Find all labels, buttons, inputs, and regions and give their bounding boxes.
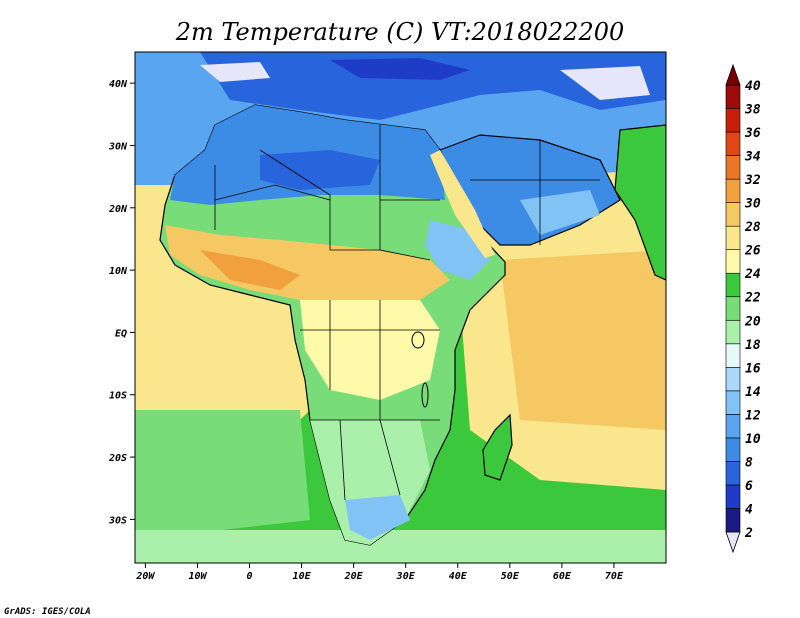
- colorbar-level-label: 32: [744, 173, 761, 188]
- temperature-field: [135, 52, 666, 563]
- central-africa: [300, 300, 440, 400]
- colorbar-segment: [725, 343, 741, 368]
- grads-credit: GrADS: IGES/COLA: [4, 607, 91, 617]
- colorbar-segment: [725, 272, 741, 298]
- colorbar-segment: [725, 249, 741, 274]
- y-tick-label: 30N: [108, 141, 128, 152]
- ethiopian-highlands: [425, 220, 490, 280]
- colorbar-segment: [725, 155, 741, 180]
- x-tick-label: 20W: [135, 571, 155, 582]
- colorbar-segment: [725, 367, 741, 392]
- colorbar-level-label: 30: [744, 197, 761, 212]
- south-africa-cool: [345, 495, 410, 540]
- southern-cool-band: [135, 530, 666, 563]
- x-tick-label: 50E: [501, 571, 520, 582]
- y-tick-label: 10S: [109, 391, 127, 402]
- colorbar-level-label: 18: [745, 338, 761, 353]
- colorbar-segment: [725, 484, 741, 509]
- colorbar-level-label: 4: [745, 502, 753, 517]
- indian-ocean-hot: [500, 250, 666, 430]
- y-axis: 40N 30N 20N 10N EQ 10S 20S 30S: [108, 79, 135, 526]
- y-tick-label: 40N: [109, 79, 128, 90]
- colorbar-segment: [725, 84, 741, 109]
- colorbar-level-label: 16: [745, 361, 761, 376]
- red-sea: [430, 150, 495, 258]
- x-tick-label: 0: [247, 571, 253, 582]
- colorbar-segment: [725, 178, 741, 203]
- x-tick-label: 40E: [449, 571, 468, 582]
- sahara-coldest: [260, 150, 380, 190]
- iberia-frost: [200, 62, 270, 82]
- colorbar-level-label: 40: [745, 79, 761, 94]
- colorbar-level-label: 2: [744, 526, 753, 541]
- x-axis: 20W 10W 0 10E 20E 30E 40E 50E 60E 70E: [135, 563, 624, 582]
- national-borders: [214, 125, 600, 501]
- x-tick-label: 70E: [605, 571, 624, 582]
- lake-victoria: [411, 331, 425, 349]
- figure-title: 2m Temperature (C) VT:2018022200: [175, 18, 625, 46]
- y-tick-label: 20N: [108, 204, 128, 215]
- colorbar-level-label: 28: [744, 220, 761, 235]
- x-tick-label: 10W: [188, 571, 207, 582]
- colorbar-segment: [725, 131, 741, 156]
- colorbar-segment: [725, 461, 741, 486]
- map-panel: [134, 51, 667, 564]
- colorbar-lower-extend: [725, 531, 741, 554]
- y-tick-label: EQ: [115, 328, 127, 339]
- colorbar-upper-extend: [725, 63, 741, 86]
- colorbar-segment: [725, 108, 741, 133]
- europe-cold: [200, 52, 666, 120]
- colorbar-level-label: 6: [745, 479, 753, 494]
- colorbar-level-label: 8: [745, 455, 753, 470]
- x-tick-label: 10E: [293, 571, 312, 582]
- anatolia-frost: [560, 66, 650, 100]
- madagascar: [482, 413, 513, 481]
- lake-tanganyika: [421, 382, 429, 408]
- colorbar-segment: [725, 437, 741, 462]
- colorbar-segment: [725, 414, 741, 439]
- colorbar-level-label: 12: [745, 408, 761, 423]
- colorbar-level-label: 34: [744, 150, 761, 165]
- colorbar-level-label: 26: [744, 244, 761, 259]
- y-tick-label: 30S: [108, 515, 127, 526]
- x-tick-label: 60E: [553, 571, 572, 582]
- colorbar-segment: [725, 390, 741, 415]
- colorbar-level-label: 38: [744, 103, 761, 118]
- sahel-hot: [200, 250, 300, 290]
- x-tick-label: 30E: [396, 571, 416, 582]
- colorbar-level-label: 10: [745, 432, 761, 447]
- y-tick-label: 10N: [109, 266, 128, 277]
- colorbar-level-label: 24: [744, 267, 761, 282]
- south-atlantic-cool: [135, 410, 310, 540]
- colorbar-level-label: 20: [744, 314, 761, 329]
- colorbar-level-label: 36: [744, 126, 761, 141]
- y-tick-label: 20S: [108, 453, 127, 464]
- colorbar-level-label: 14: [745, 385, 761, 400]
- colorbar-segment: [725, 202, 741, 227]
- colorbar-segment: [725, 508, 741, 533]
- colorbar-level-label: 22: [744, 291, 761, 306]
- colorbar-segment: [725, 296, 741, 321]
- colorbar-segment: [725, 319, 741, 345]
- x-tick-label: 20E: [344, 571, 364, 582]
- europe-coldest: [330, 58, 470, 80]
- india: [614, 124, 666, 281]
- colorbar-segment: [725, 225, 741, 250]
- map-frame: [134, 51, 667, 564]
